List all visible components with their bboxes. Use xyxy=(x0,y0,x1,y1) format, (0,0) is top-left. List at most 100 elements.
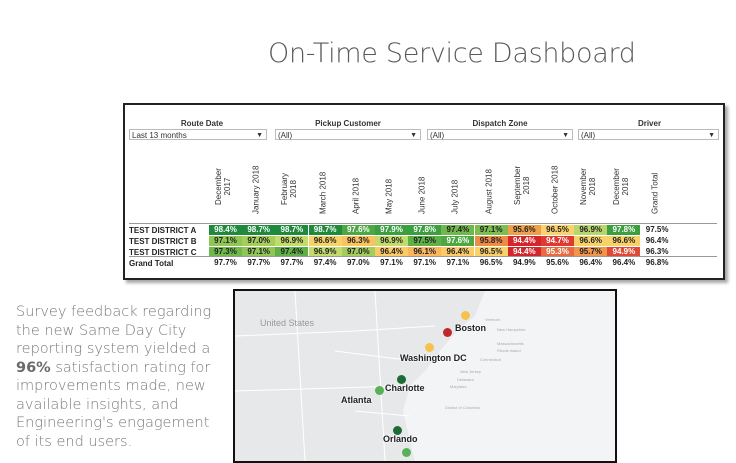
table-cell[interactable]: 96.5% xyxy=(474,258,508,268)
table-cell[interactable]: 96.4% xyxy=(375,247,408,257)
table-cell[interactable]: 96.9% xyxy=(275,236,309,246)
table-row: TEST DISTRICT B 97.1% 97.0% 96.9% 96.6% 96.3%… xyxy=(129,236,719,247)
column-header: Grand Total xyxy=(650,172,660,214)
table-cell[interactable]: 94.4% xyxy=(507,247,541,257)
city-label-charlotte: Charlotte xyxy=(385,383,425,393)
table-cell[interactable]: 94.9% xyxy=(607,247,641,257)
table-cell[interactable]: 97.0% xyxy=(341,258,375,268)
table-cell[interactable]: 96.9% xyxy=(308,247,342,257)
table-cell[interactable]: 97.7% xyxy=(275,258,309,268)
filter-route-date: Route Date Last 13 months ▼ xyxy=(129,119,275,140)
map-marker-washington-dc[interactable] xyxy=(425,343,434,352)
filter-driver: Driver (All) ▼ xyxy=(578,119,721,140)
table-cell[interactable]: 94.7% xyxy=(541,236,574,246)
table-cell[interactable]: 96.4% xyxy=(441,247,475,257)
dashboard-title: On-Time Service Dashboard xyxy=(268,38,636,69)
table-cell[interactable]: 97.1% xyxy=(441,258,475,268)
table-cell[interactable]: 96.8% xyxy=(640,258,674,268)
row-label: Grand Total xyxy=(129,259,174,268)
table-cell[interactable]: 97.6% xyxy=(341,225,375,235)
table-cell[interactable]: 97.0% xyxy=(242,236,276,246)
chevron-down-icon: ▼ xyxy=(562,132,569,139)
table-cell[interactable]: 96.6% xyxy=(607,236,641,246)
table-cell[interactable]: 95.3% xyxy=(541,247,574,257)
table-cell[interactable]: 96.5% xyxy=(541,225,574,235)
table-cell[interactable]: 94.9% xyxy=(507,258,541,268)
table-cell[interactable]: 96.5% xyxy=(474,247,508,257)
filter-dispatch-zone: Dispatch Zone (All) ▼ xyxy=(427,119,573,140)
column-header: February 2018 xyxy=(280,172,299,205)
table-cell[interactable]: 96.6% xyxy=(308,236,342,246)
table-cell[interactable]: 96.6% xyxy=(574,236,608,246)
filter-label: Route Date xyxy=(180,119,224,128)
table-cell[interactable]: 96.9% xyxy=(375,236,408,246)
table-cell[interactable]: 97.7% xyxy=(242,258,276,268)
table-cell[interactable]: 96.4% xyxy=(574,258,608,268)
table-cell[interactable]: 98.7% xyxy=(275,225,309,235)
survey-text: Survey feedback regarding the new Same D… xyxy=(16,304,212,450)
table-cell[interactable]: 97.1% xyxy=(375,258,408,268)
column-header: November 2018 xyxy=(579,168,598,205)
column-header: April 2018 xyxy=(351,177,361,214)
svg-text:Rhode Island: Rhode Island xyxy=(497,348,521,353)
table-cell[interactable]: 98.7% xyxy=(242,225,276,235)
table-cell[interactable]: 95.8% xyxy=(474,236,508,246)
map-marker-atlanta[interactable] xyxy=(375,386,384,395)
column-header: September 2018 xyxy=(512,165,531,205)
table-cell[interactable]: 97.8% xyxy=(408,225,442,235)
table-cell[interactable]: 97.4% xyxy=(275,247,309,257)
table-cell[interactable]: 96.9% xyxy=(574,225,608,235)
table-cell[interactable]: 97.3% xyxy=(209,247,242,257)
table-cell[interactable]: 97.1% xyxy=(474,225,508,235)
satisfaction-rate: 96% xyxy=(16,359,51,376)
map-marker-dot[interactable] xyxy=(402,448,411,457)
svg-text:Delaware: Delaware xyxy=(457,377,475,382)
table-cell[interactable]: 96.3% xyxy=(341,236,375,246)
map-marker-dot[interactable] xyxy=(461,311,470,320)
table-row: TEST DISTRICT C 97.3% 97.1% 97.4% 96.9% 97.0%… xyxy=(129,247,719,258)
column-header: March 2018 xyxy=(318,171,328,214)
table-cell[interactable]: 98.4% xyxy=(209,225,242,235)
filter-label: Pickup Customer xyxy=(315,119,381,128)
map-marker-orlando[interactable] xyxy=(393,426,402,435)
column-header: August 2018 xyxy=(484,169,494,214)
table-cell[interactable]: 97.7% xyxy=(209,258,242,268)
city-map[interactable]: United States Vermont New Hampshire Mass… xyxy=(233,289,617,463)
table-cell[interactable]: 97.1% xyxy=(209,236,242,246)
table-row: TEST DISTRICT A 98.4% 98.7% 98.7% 98.7% 97.6%… xyxy=(129,225,719,236)
table-cell[interactable]: 95.6% xyxy=(507,225,541,235)
table-cell[interactable]: 96.4% xyxy=(640,236,674,246)
table-cell[interactable]: 97.1% xyxy=(242,247,276,257)
column-header: December 2017 xyxy=(214,168,232,205)
table-cell[interactable]: 97.5% xyxy=(640,225,674,235)
table-cell[interactable]: 95.7% xyxy=(574,247,608,257)
table-cell[interactable]: 96.4% xyxy=(607,258,641,268)
table-cell[interactable]: 98.7% xyxy=(308,225,342,235)
filter-pickup-customer: Pickup Customer (All) ▼ xyxy=(275,119,421,140)
map-marker-boston[interactable] xyxy=(443,328,452,337)
table-cell[interactable]: 97.0% xyxy=(341,247,375,257)
on-time-table-panel: Route Date Last 13 months ▼ Pickup Custom… xyxy=(123,103,725,280)
column-header: May 2018 xyxy=(384,178,394,214)
svg-text:Vermont: Vermont xyxy=(485,317,501,322)
table-cell[interactable]: 94.4% xyxy=(507,236,541,246)
table-cell[interactable]: 97.6% xyxy=(441,236,475,246)
filter-select[interactable]: (All) ▼ xyxy=(275,129,421,140)
filter-label: Driver xyxy=(637,119,662,128)
table-cell[interactable]: 97.4% xyxy=(308,258,342,268)
table-cell[interactable]: 97.4% xyxy=(441,225,475,235)
filter-select[interactable]: (All) ▼ xyxy=(578,129,719,140)
table-cell[interactable]: 95.6% xyxy=(541,258,574,268)
table-cell[interactable]: 96.1% xyxy=(408,247,442,257)
column-header: December 2018 xyxy=(612,168,631,205)
chevron-down-icon: ▼ xyxy=(256,132,263,139)
table-cell[interactable]: 97.1% xyxy=(408,258,442,268)
map-marker-charlotte[interactable] xyxy=(397,375,406,384)
table-cell[interactable]: 97.9% xyxy=(375,225,408,235)
table-cell[interactable]: 97.5% xyxy=(408,236,442,246)
table-cell[interactable]: 96.3% xyxy=(640,247,674,257)
table-cell[interactable]: 97.8% xyxy=(607,225,641,235)
filter-select[interactable]: Last 13 months ▼ xyxy=(129,129,267,140)
filter-select[interactable]: (All) ▼ xyxy=(427,129,573,140)
row-label: TEST DISTRICT B xyxy=(129,237,197,246)
